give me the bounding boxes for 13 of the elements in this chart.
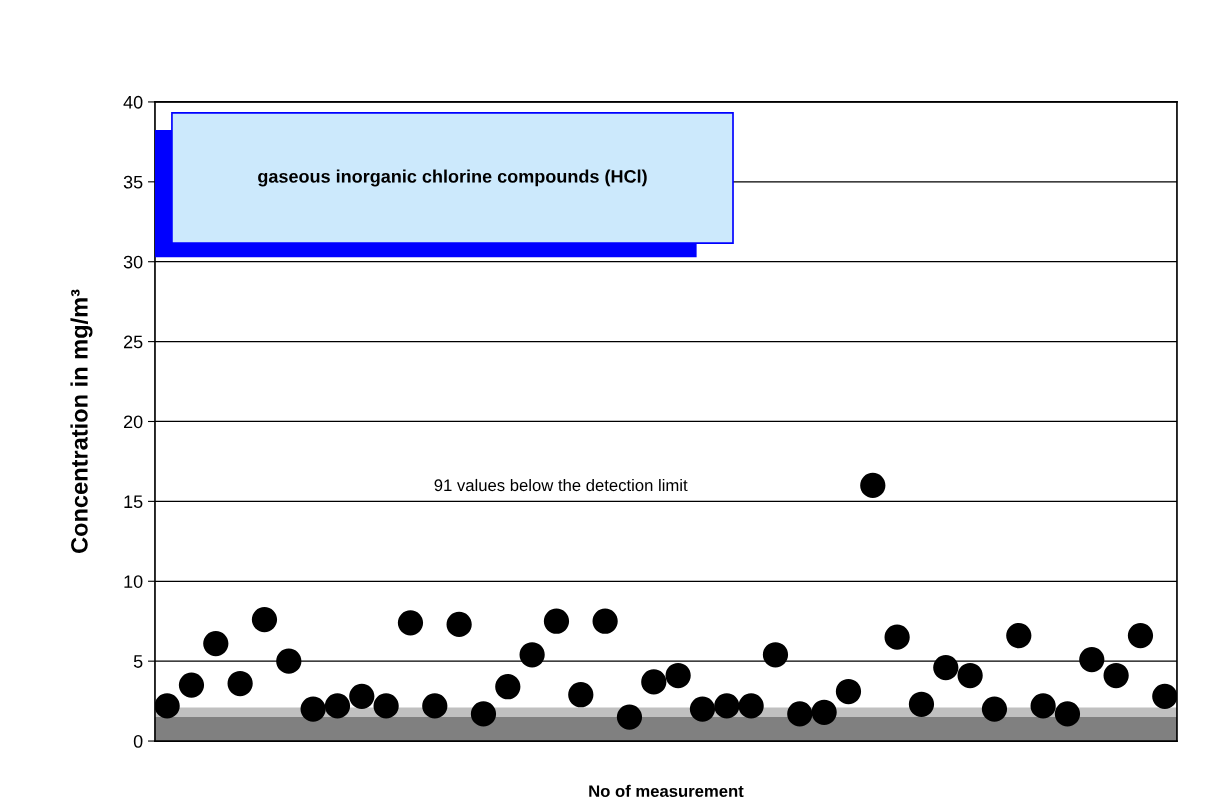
x-axis-title: No of measurement — [589, 784, 744, 798]
text: gaseous inorganic chlorine compounds (HCl) — [258, 169, 647, 187]
y-tick-label: 35 — [123, 175, 143, 189]
y-tick-label: 25 — [123, 335, 143, 349]
y-tick-label: 10 — [124, 575, 143, 588]
y-tick-label: 5 — [133, 655, 143, 668]
y-axis-title: Concentration in mg/m³ — [70, 289, 93, 553]
y-tick-label: 15 — [124, 495, 143, 509]
annotation: 91 values below the detection limit — [434, 478, 688, 492]
y-tick-label: 40 — [123, 95, 143, 109]
y-tick-label: 30 — [123, 255, 143, 269]
y-tick-label: 20 — [123, 415, 143, 429]
y-tick-label: 0 — [133, 734, 143, 748]
